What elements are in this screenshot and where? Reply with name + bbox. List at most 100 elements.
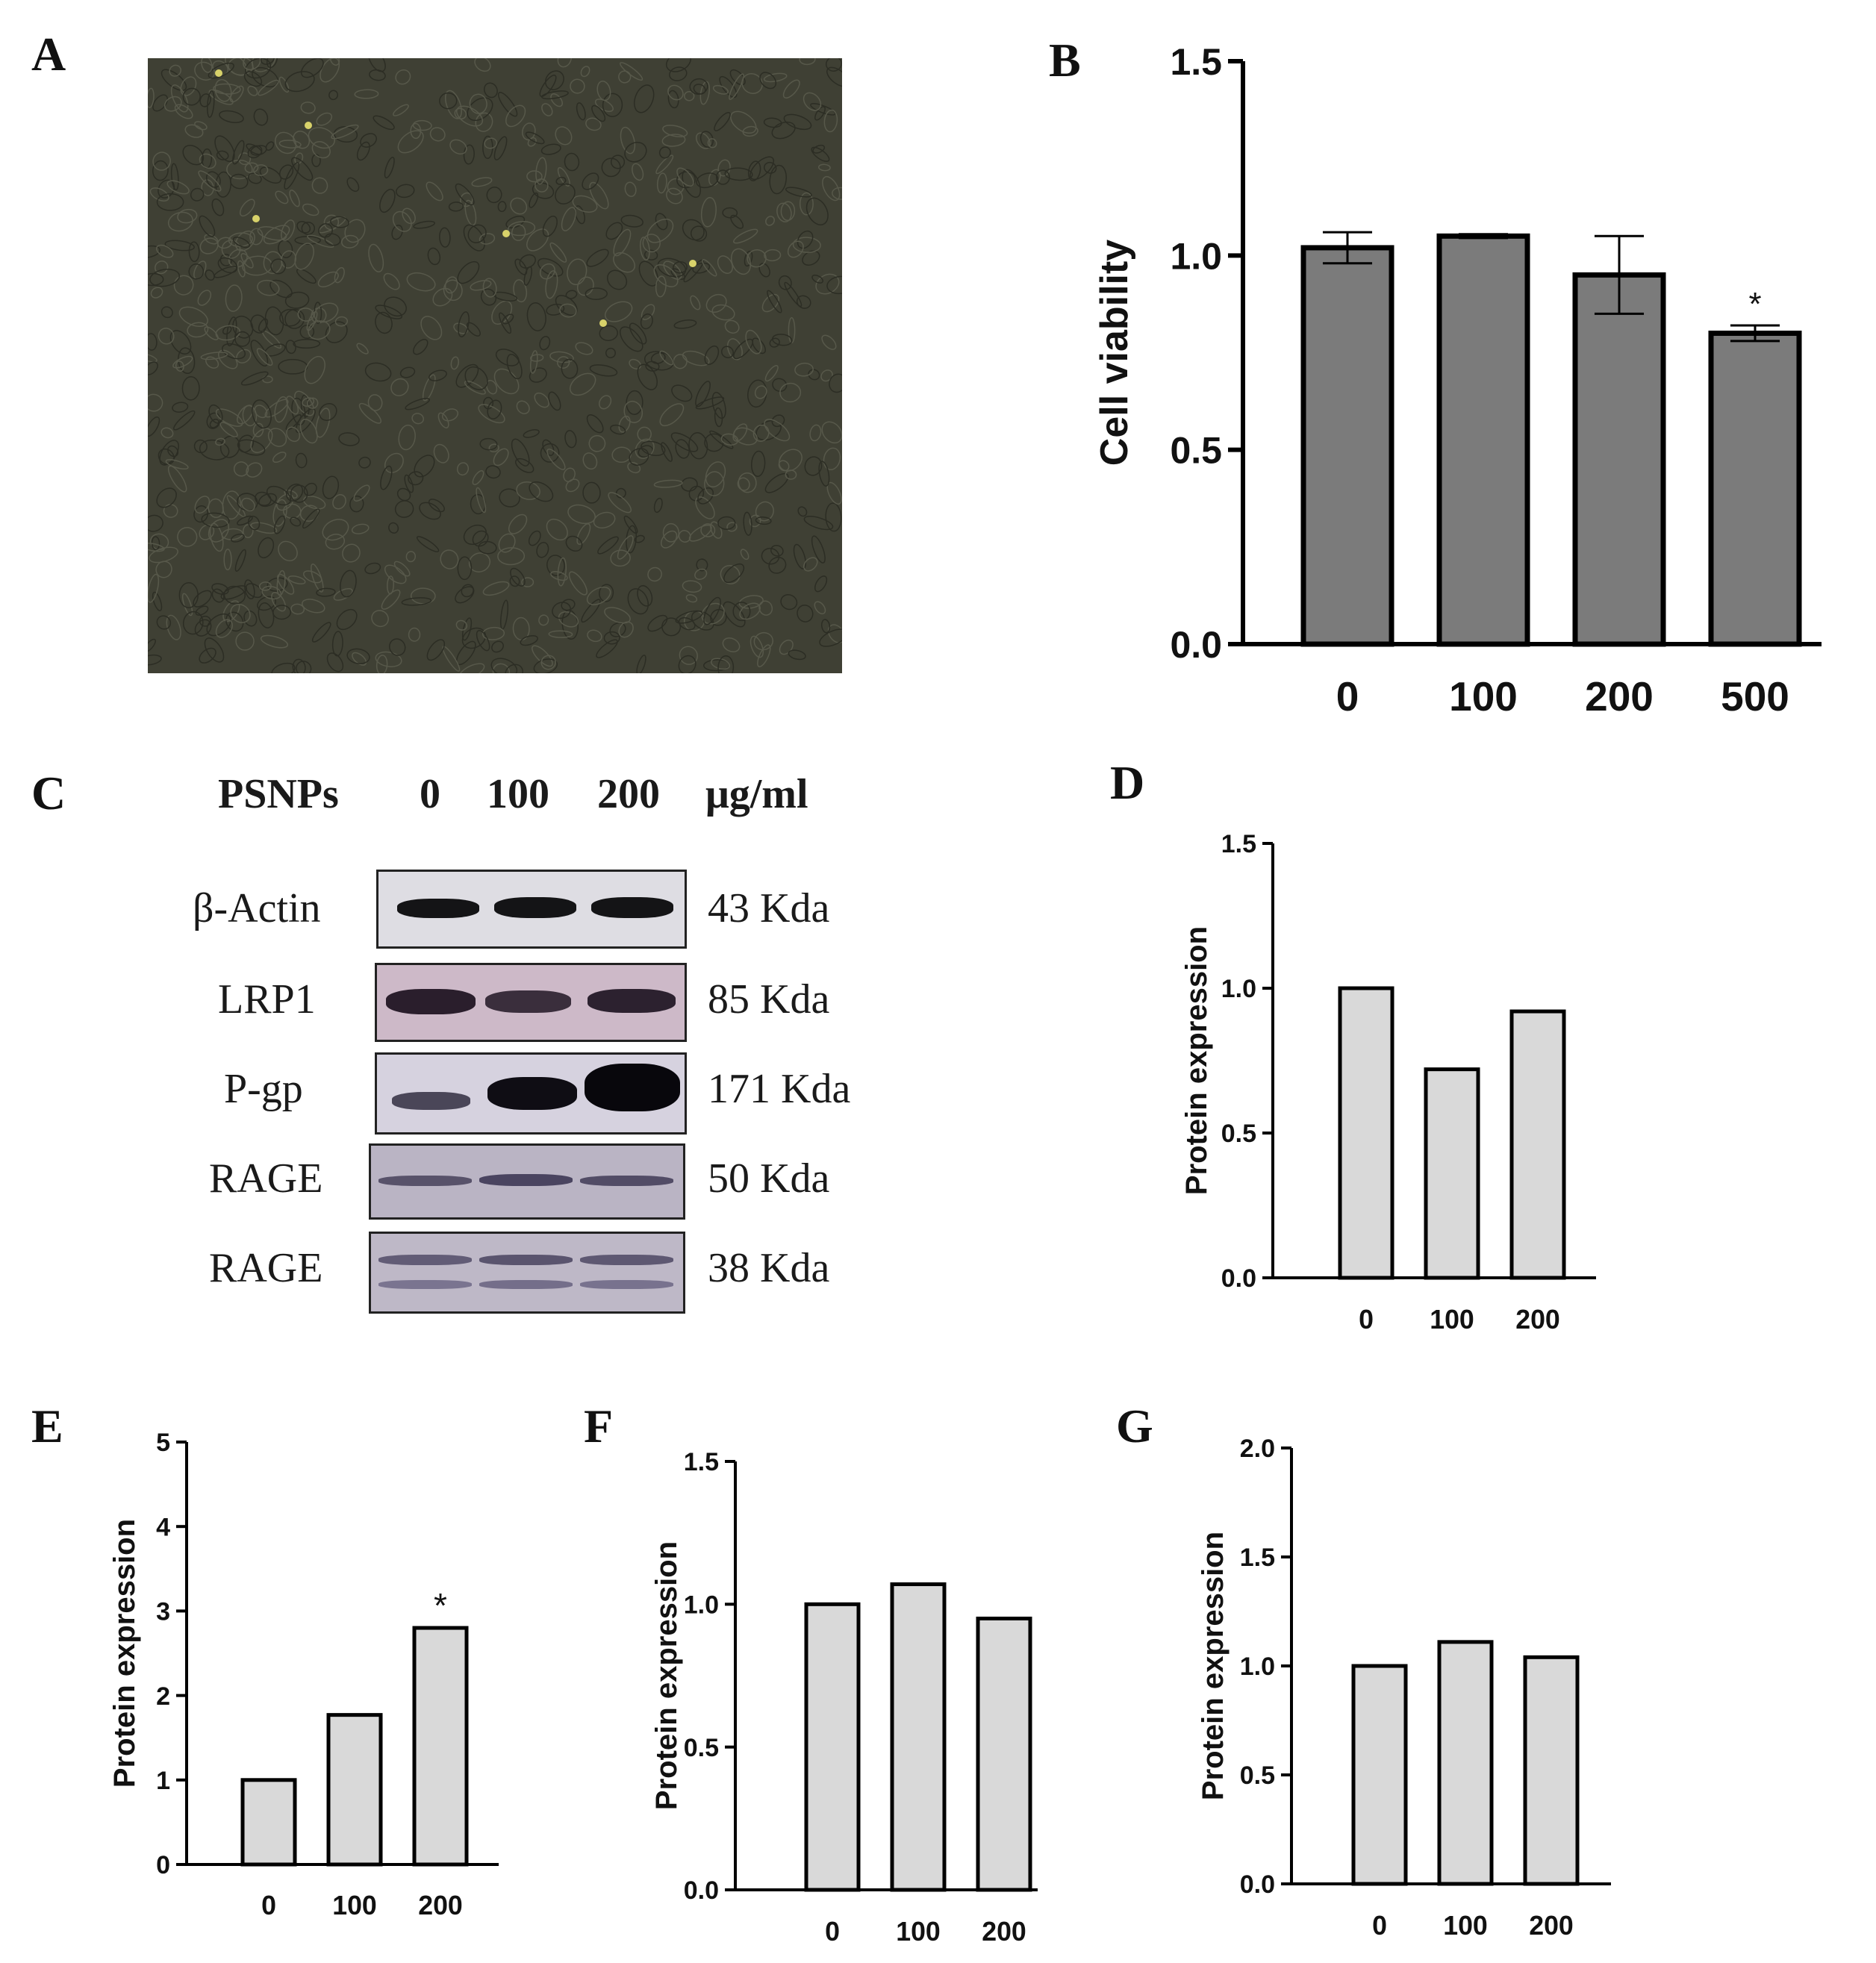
y-tick-label: 1.0: [1170, 235, 1222, 277]
panel-label-d: D: [1110, 756, 1145, 809]
bar: [890, 1582, 947, 1892]
protein-label-rage-50: RAGE: [209, 1155, 323, 1202]
band-beta-actin-200: [591, 897, 673, 918]
band-lrp1-0: [386, 989, 476, 1014]
x-tick-label: 0: [261, 1891, 276, 1920]
band-rage-50-0: [378, 1176, 472, 1186]
bar: [326, 1713, 383, 1867]
y-tick-label: 0.0: [684, 1876, 719, 1905]
y-tick-label: 1.5: [1170, 45, 1222, 83]
x-tick-label: 200: [1529, 1911, 1574, 1941]
bar: [1437, 1640, 1494, 1886]
y-tick-label: 0.5: [1221, 1120, 1256, 1148]
x-tick-label: 100: [1443, 1911, 1488, 1941]
x-tick-label: 200: [418, 1891, 463, 1920]
bar: [1424, 1067, 1480, 1280]
x-tick-label: 0: [825, 1917, 840, 1947]
microscopy-image: [148, 58, 842, 673]
bar: [804, 1602, 861, 1892]
chart-f: 0.0 0.5 1.0 1.5 Protein expression 0 100 200: [650, 1448, 1038, 1947]
bar: [1436, 233, 1530, 647]
x-tick-label: 500: [1721, 673, 1789, 720]
size-label-beta-actin: 43 Kda: [708, 885, 830, 931]
protein-label-p-gp: P-gp: [224, 1066, 303, 1112]
bar: [1572, 272, 1666, 647]
y-tick-label: 3: [156, 1598, 170, 1626]
band-beta-actin-0: [397, 899, 479, 918]
band-p-gp-0: [392, 1092, 470, 1110]
bar: [412, 1626, 469, 1867]
chart-e: 0 1 2 3 4 5 Protein expression 0 100 * 200: [108, 1429, 499, 1920]
y-tick-label: 0.0: [1240, 1870, 1275, 1899]
y-tick-label: 0.0: [1221, 1264, 1256, 1293]
x-tick-label: 100: [332, 1891, 377, 1920]
panel-label-f: F: [584, 1399, 614, 1452]
band-rage-38-0-upper: [378, 1255, 472, 1265]
blot-p-gp: [375, 1052, 687, 1135]
bar: [1351, 1664, 1408, 1886]
bar: [1300, 245, 1394, 647]
significance-marker: *: [1748, 286, 1761, 322]
bar: [1708, 330, 1802, 647]
x-tick-label: 0: [1336, 673, 1359, 720]
treatment-label: PSNPs: [218, 771, 339, 817]
band-rage-38-200-upper: [580, 1255, 673, 1265]
size-label-rage-38: 38 Kda: [708, 1245, 830, 1291]
protein-label-rage-38: RAGE: [209, 1245, 323, 1291]
y-tick-label: 2.0: [1240, 1435, 1275, 1463]
y-tick-label: 4: [156, 1513, 170, 1541]
dose-label-100: 100: [487, 771, 549, 817]
panel-label-g: G: [1116, 1399, 1153, 1452]
band-rage-50-100: [479, 1174, 573, 1186]
x-tick-label: 100: [896, 1917, 941, 1947]
dose-label-0: 0: [420, 771, 440, 817]
x-tick-label: 200: [1585, 673, 1654, 720]
x-tick-label: 100: [1430, 1305, 1474, 1335]
y-tick-label: 5: [156, 1429, 170, 1457]
y-tick-label: 1.5: [684, 1448, 719, 1476]
protein-label-lrp1: LRP1: [218, 976, 316, 1023]
significance-marker: *: [434, 1586, 447, 1625]
bar: [976, 1616, 1032, 1892]
bar: [1509, 1009, 1566, 1280]
y-tick-label: 0.0: [1170, 624, 1222, 666]
y-axis-label: Protein expression: [650, 1541, 683, 1810]
blot-rage-50: [369, 1143, 685, 1220]
bar: [240, 1778, 297, 1867]
band-lrp1-100: [485, 990, 571, 1013]
band-rage-38-100-lower: [479, 1280, 573, 1289]
y-tick-label: 1.0: [684, 1591, 719, 1620]
band-rage-38-200-lower: [580, 1280, 673, 1289]
blot-beta-actin: [376, 870, 687, 949]
chart-b: 0.0 0.5 1.0 1.5 Cell viability 0 100 200 * 500: [1093, 45, 1822, 720]
bar: [1523, 1655, 1580, 1886]
x-tick-label: 0: [1372, 1911, 1387, 1941]
y-tick-label: 0.5: [1170, 430, 1222, 472]
band-rage-38-0-lower: [378, 1280, 472, 1289]
x-tick-label: 200: [1515, 1305, 1560, 1335]
y-tick-label: 1.0: [1221, 975, 1256, 1003]
protein-label-beta-actin: β-Actin: [193, 885, 321, 931]
panel-label-b: B: [1049, 34, 1081, 87]
size-label-rage-50: 50 Kda: [708, 1155, 830, 1202]
size-label-lrp1: 85 Kda: [708, 976, 830, 1023]
y-axis-label: Protein expression: [1180, 926, 1213, 1195]
panel-label-a: A: [31, 28, 66, 81]
y-tick-label: 0.5: [684, 1734, 719, 1762]
size-label-p-gp: 171 Kda: [708, 1066, 851, 1112]
y-axis-label: Protein expression: [108, 1519, 141, 1788]
y-tick-label: 0: [156, 1851, 170, 1879]
y-tick-label: 1.0: [1240, 1653, 1275, 1681]
unit-label: μg/ml: [705, 771, 808, 817]
band-p-gp-200: [585, 1064, 680, 1111]
x-tick-label: 100: [1449, 673, 1518, 720]
panel-label-e: E: [31, 1399, 63, 1452]
y-axis-label: Cell viability: [1093, 240, 1136, 466]
band-lrp1-200: [588, 989, 676, 1013]
y-tick-label: 2: [156, 1682, 170, 1711]
y-tick-label: 1: [156, 1767, 170, 1795]
band-rage-50-200: [580, 1176, 673, 1186]
band-beta-actin-100: [494, 897, 576, 918]
band-rage-38-100-upper: [479, 1255, 573, 1265]
y-tick-label: 0.5: [1240, 1761, 1275, 1790]
